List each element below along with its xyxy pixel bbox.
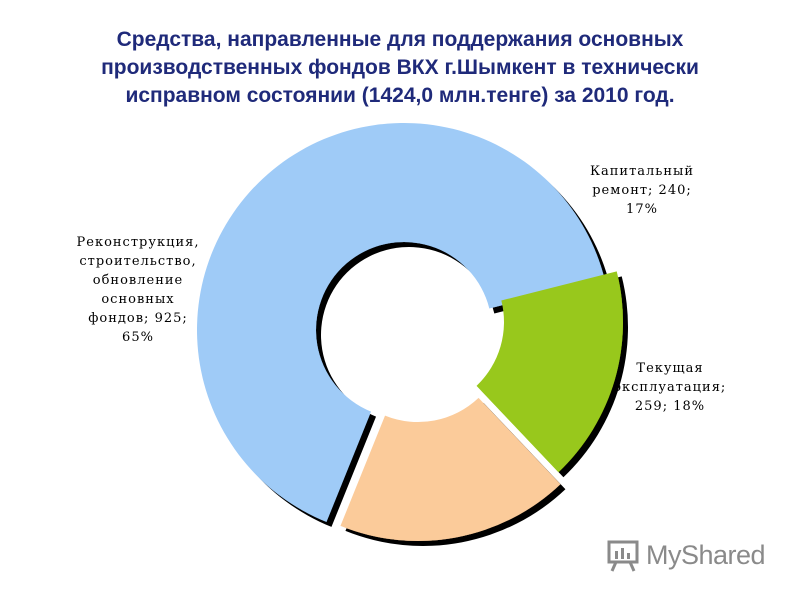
slice-label-3-line-1: Текущая [636, 361, 703, 376]
chart-title-line-1: Средства, направленные для поддержания о… [116, 28, 684, 51]
slice-label-1-line-3: обновление [93, 273, 183, 288]
slice-label-3-line-3: 259; 18% [635, 399, 705, 414]
presentation-board-icon [607, 540, 639, 572]
donut-slice-1 [197, 123, 605, 522]
chart-title-line-3: исправном состоянии (1424,0 млн.тенге) з… [125, 84, 675, 107]
donut-slice-2 [476, 271, 623, 473]
slice-label-1: Реконструкция, строительство, обновление ос… [77, 235, 200, 345]
slice-label-1-line-1: Реконструкция, [77, 235, 200, 250]
watermark: MyShared [606, 536, 766, 576]
slice-label-1-line-2: строительство, [79, 254, 196, 269]
slice-label-3-line-2: эксплуатация; [614, 380, 727, 395]
donut-slices [197, 123, 623, 541]
slice-label-2-line-2: ремонт; 240; [592, 183, 692, 198]
chart-title-line-2: производственных фондов ВКХ г.Шымкент в … [101, 56, 699, 79]
slice-label-2-line-1: Капитальный [590, 164, 694, 179]
watermark-text: MyShared [646, 540, 766, 570]
slice-label-3: Текущая эксплуатация; 259; 18% [614, 361, 727, 414]
slice-label-1-line-4: основных [101, 292, 174, 307]
slice-label-1-line-6: 65% [122, 330, 154, 345]
slice-label-2-line-3: 17% [626, 202, 658, 217]
slice-label-2: Капитальный ремонт; 240; 17% [590, 164, 694, 217]
slice-label-1-line-5: фондов; 925; [88, 311, 188, 326]
donut-slice-3 [340, 397, 561, 541]
chart-title: Средства, направленные для поддержания о… [60, 26, 740, 110]
slice-labels: Реконструкция, строительство, обновление ос… [77, 164, 727, 414]
